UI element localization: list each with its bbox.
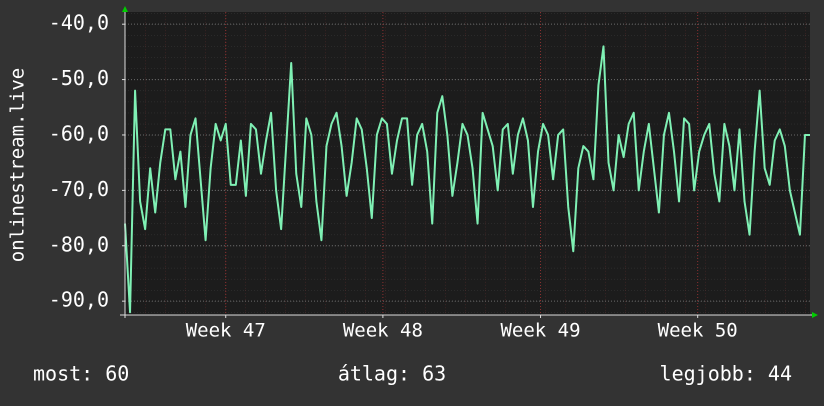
marks bbox=[124, 45, 810, 314]
x-tick-label: Week 50 bbox=[658, 320, 738, 342]
y-axis-arrow bbox=[122, 6, 128, 12]
y-tick-label: -60,0 bbox=[49, 121, 109, 145]
y-axis-label: onlinestream.live bbox=[7, 68, 29, 262]
y-tick-label: -50,0 bbox=[49, 66, 109, 90]
footer-average: átlag: 63 bbox=[338, 362, 446, 386]
y-tick-label: -80,0 bbox=[49, 232, 109, 256]
y-tick-label: -70,0 bbox=[49, 177, 109, 201]
footer-current: most: 60 bbox=[33, 362, 129, 386]
data-line bbox=[124, 45, 810, 314]
x-axis-arrow bbox=[812, 312, 818, 318]
footer-best: legjobb: 44 bbox=[660, 362, 792, 386]
minor-grid bbox=[125, 12, 810, 315]
y-tick-label: -90,0 bbox=[49, 288, 109, 312]
x-tick-label: Week 48 bbox=[343, 320, 423, 342]
y-tick-label: -40,0 bbox=[49, 11, 109, 35]
x-tick-label: Week 49 bbox=[500, 320, 580, 342]
grid bbox=[122, 12, 810, 318]
x-tick-label: Week 47 bbox=[186, 320, 266, 342]
